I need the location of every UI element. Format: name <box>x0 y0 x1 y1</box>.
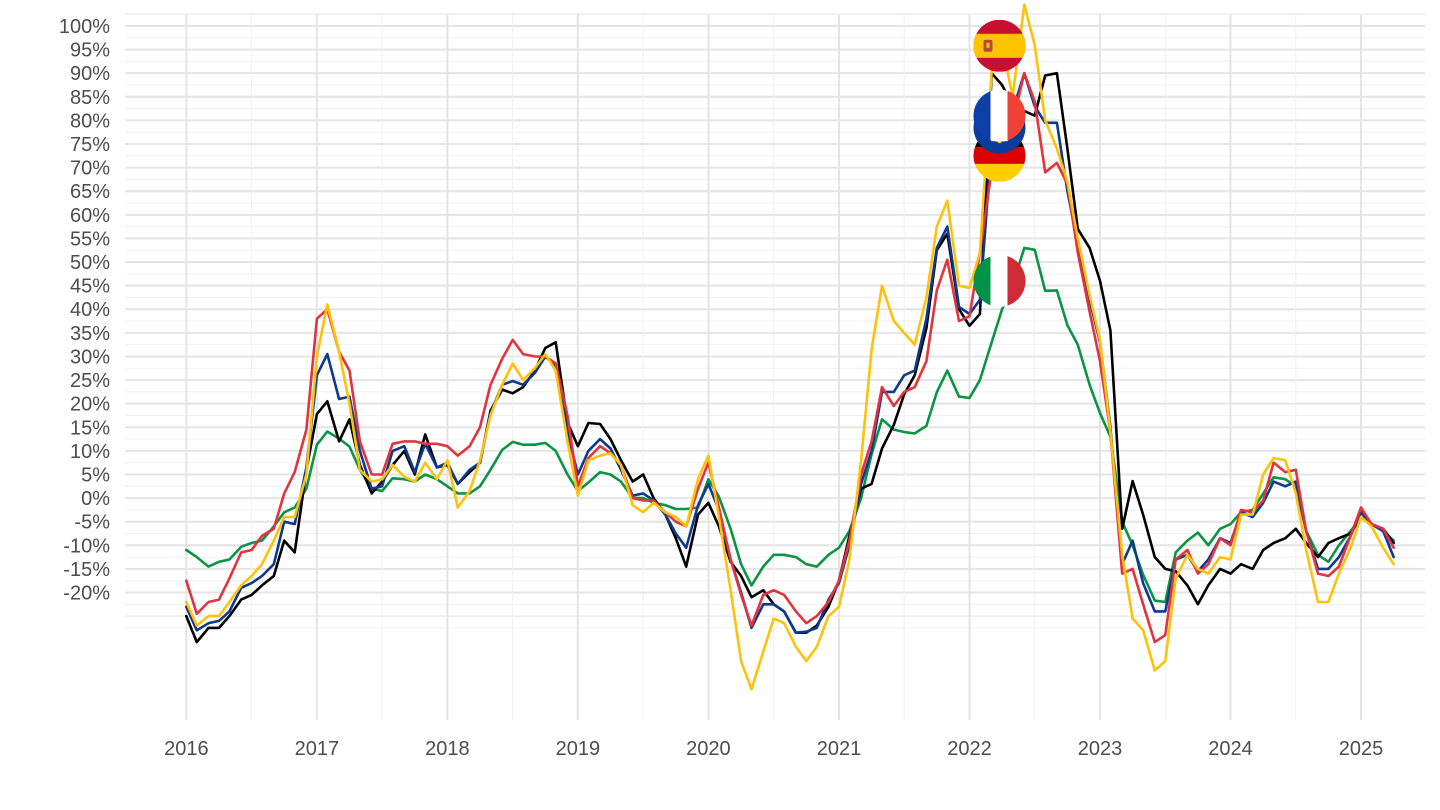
x-tick-label: 2017 <box>295 738 340 760</box>
x-tick-label: 2025 <box>1339 738 1384 760</box>
y-tick-label: 90% <box>70 63 110 85</box>
x-tick-label: 2022 <box>947 738 992 760</box>
y-tick-label: 45% <box>70 276 110 298</box>
x-axis-ticks: 2016 2017 2018 2019 2020 2021 2022 2023 2024 2025 <box>164 738 1383 760</box>
y-tick-label: 70% <box>70 158 110 180</box>
y-tick-label: 10% <box>70 441 110 463</box>
y-tick-label: -20% <box>63 583 110 605</box>
flag-markers <box>973 19 1026 307</box>
y-axis-ticks: 100%95%90%85%80%75%70%65%60%55%50%45%40%… <box>59 16 110 605</box>
x-tick-label: 2019 <box>556 738 601 760</box>
series-line <box>185 3 1395 691</box>
y-tick-label: 80% <box>70 110 110 132</box>
y-tick-label: 60% <box>70 205 110 227</box>
y-tick-label: -5% <box>74 512 110 534</box>
x-tick-label: 2018 <box>425 738 470 760</box>
series-line <box>185 246 1395 604</box>
x-tick-label: 2016 <box>164 738 209 760</box>
france-flag-icon <box>973 89 1026 142</box>
y-tick-label: 5% <box>81 464 110 486</box>
y-tick-label: 85% <box>70 87 110 109</box>
y-tick-label: 25% <box>70 370 110 392</box>
spain-flag-icon <box>973 19 1026 72</box>
y-tick-label: 100% <box>59 16 110 38</box>
y-tick-label: 0% <box>81 488 110 510</box>
x-tick-label: 2023 <box>1078 738 1123 760</box>
x-tick-label: 2020 <box>686 738 731 760</box>
y-tick-label: -10% <box>63 535 110 557</box>
y-tick-label: 55% <box>70 228 110 250</box>
y-tick-label: 65% <box>70 181 110 203</box>
series-lines <box>185 3 1395 691</box>
y-tick-label: 35% <box>70 323 110 345</box>
x-tick-label: 2024 <box>1208 738 1253 760</box>
y-tick-label: -15% <box>63 559 110 581</box>
y-tick-label: 20% <box>70 394 110 416</box>
y-tick-label: 75% <box>70 134 110 156</box>
series-line <box>185 71 1395 634</box>
italy-flag-icon <box>973 254 1026 307</box>
y-tick-label: 50% <box>70 252 110 274</box>
y-tick-label: 15% <box>70 417 110 439</box>
y-tick-label: 30% <box>70 346 110 368</box>
y-tick-label: 40% <box>70 299 110 321</box>
x-tick-label: 2021 <box>817 738 862 760</box>
y-tick-label: 95% <box>70 40 110 62</box>
